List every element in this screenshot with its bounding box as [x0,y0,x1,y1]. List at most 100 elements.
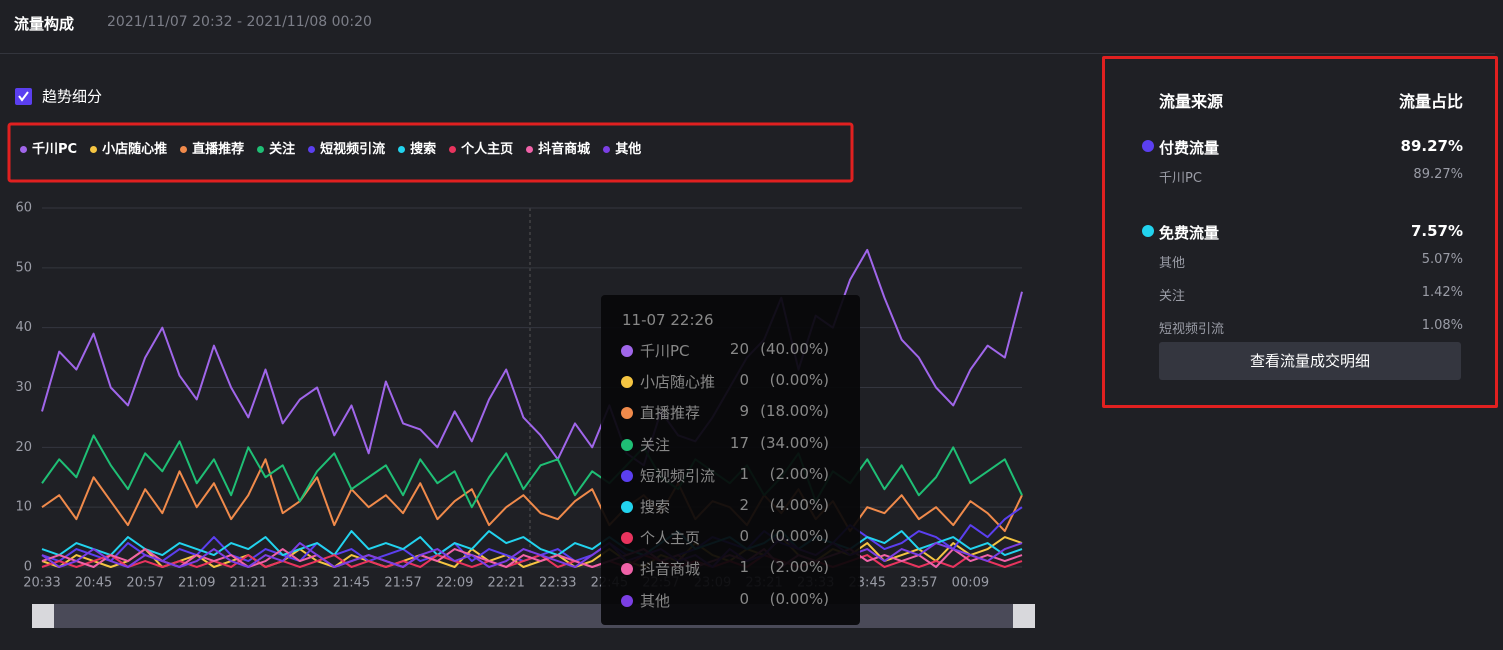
legend: 千川PC 小店随心推 直播推荐 关注 短视频引流 搜索 个人主页 抖音商城 其他 [20,138,641,157]
tooltip-name: 小店随心推 [640,373,716,392]
tooltip: 11-07 22:26 千川PC 20 (40.00%) 小店随心推 0 (0.00%) 直播… [601,295,860,625]
range-slider[interactable] [32,604,1035,628]
series-line [41,458,1023,533]
group-share: 7.57% [1410,222,1463,240]
tooltip-value: 0 [739,589,749,608]
date-range: 2021/11/07 20:32 - 2021/11/08 00:20 [107,14,372,30]
tooltip-name: 短视频引流 [640,466,716,485]
column-header: 流量来源 [1159,92,1224,111]
slider-handle[interactable] [32,604,54,628]
source-share: 1.42% [1421,285,1463,300]
tooltip-share: (34.00%) [760,433,829,452]
tooltip-share: (40.00%) [760,340,829,358]
tooltip-dot [621,438,633,451]
tooltip-name: 关注 [640,435,671,454]
group-name: 付费流量 [1159,139,1220,157]
y-tick-label: 50 [15,260,32,275]
x-tick-label: 22:09 [436,576,473,591]
legend-item[interactable]: 抖音商城 [526,138,590,157]
source-name: 其他 [1159,256,1186,271]
tooltip-row: 直播推荐 9 (18.00%) [621,402,841,424]
header: 流量构成 2021/11/07 20:32 - 2021/11/08 00:20 [0,0,1495,54]
legend-dot [526,146,534,153]
group-share: 89.27% [1400,137,1463,155]
series-line [41,248,1023,467]
y-tick-label: 0 [24,560,32,575]
y-tick-label: 20 [15,440,32,455]
legend-dot [90,146,98,153]
series-line [41,434,1023,509]
tooltip-time: 11-07 22:26 [622,311,714,329]
x-tick-label: 21:33 [281,576,318,591]
tooltip-row: 搜索 2 (4.00%) [621,496,841,518]
tooltip-value: 2 [739,496,749,514]
tooltip-row: 个人主页 0 (0.00%) [621,527,841,549]
legend-dot [20,146,27,153]
legend-item[interactable]: 直播推荐 [180,138,244,157]
tooltip-value: 1 [739,558,749,577]
highlight-box [7,122,854,183]
legend-label: 短视频引流 [320,142,386,157]
tooltip-share: (0.00%) [769,527,829,546]
legend-item[interactable]: 关注 [257,138,295,157]
toggle-label[interactable]: 趋势细分 [42,88,102,106]
source-name: 千川PC [1159,171,1202,186]
tooltip-dot [621,376,633,389]
legend-item[interactable]: 搜索 [398,138,436,157]
x-tick-label: 21:45 [333,576,370,591]
legend-item[interactable]: 个人主页 [449,138,513,157]
source-panel: 流量来源 流量占比 查看流量成交明细 付费流量 89.27% 千川PC 89.27% 免… [1102,56,1498,408]
y-tick-label: 10 [15,500,32,515]
title: 流量构成 [14,15,75,33]
legend-label: 关注 [269,142,296,157]
tooltip-value: 17 [729,433,749,452]
legend-dot [398,146,406,153]
tooltip-dot [621,345,633,357]
legend-dot [449,146,457,153]
tooltip-row: 抖音商城 1 (2.00%) [621,558,841,580]
legend-item[interactable]: 其他 [603,138,641,157]
tooltip-row: 小店随心推 0 (0.00%) [621,371,841,393]
y-tick-label: 60 [15,201,32,216]
slider-handle[interactable] [1013,604,1035,628]
x-tick-label: 20:33 [23,576,60,591]
tooltip-share: (0.00%) [769,589,829,608]
tooltip-dot [621,501,633,513]
tooltip-name: 抖音商城 [640,560,701,579]
y-tick-label: 40 [15,320,32,335]
legend-label: 小店随心推 [102,142,168,157]
tooltip-name: 千川PC [640,342,690,360]
legend-item[interactable]: 千川PC [20,138,77,157]
legend-label: 千川PC [32,142,78,157]
source-share: 1.08% [1421,318,1463,333]
legend-item[interactable]: 小店随心推 [90,138,167,157]
tooltip-dot [621,407,633,420]
column-header: 流量占比 [1398,92,1463,111]
x-tick-label: 22:33 [539,576,576,591]
tooltip-dot [621,532,633,545]
tooltip-row: 千川PC 20 (40.00%) [621,340,841,362]
legend-dot [308,146,316,153]
source-name: 关注 [1159,289,1186,304]
tooltip-name: 搜索 [640,498,671,516]
x-tick-label: 21:09 [178,576,215,591]
legend-label: 其他 [615,142,642,157]
tooltip-dot [621,594,633,607]
x-tick-label: 21:57 [384,576,421,591]
source-share: 5.07% [1421,252,1463,267]
x-tick-label: 21:21 [230,576,267,591]
legend-dot [180,146,188,153]
x-tick-label: 22:21 [487,576,524,591]
x-tick-label: 20:45 [75,576,112,591]
legend-label: 搜索 [410,142,437,157]
tooltip-dot [621,563,633,576]
legend-item[interactable]: 短视频引流 [308,138,385,157]
group-dot [1142,225,1154,237]
x-tick-label: 00:09 [952,576,989,591]
detail-button[interactable]: 查看流量成交明细 [1159,342,1461,380]
tooltip-share: (2.00%) [769,464,829,483]
group-name: 免费流量 [1159,224,1220,242]
tooltip-share: (0.00%) [769,371,829,390]
tooltip-share: (4.00%) [769,496,829,514]
